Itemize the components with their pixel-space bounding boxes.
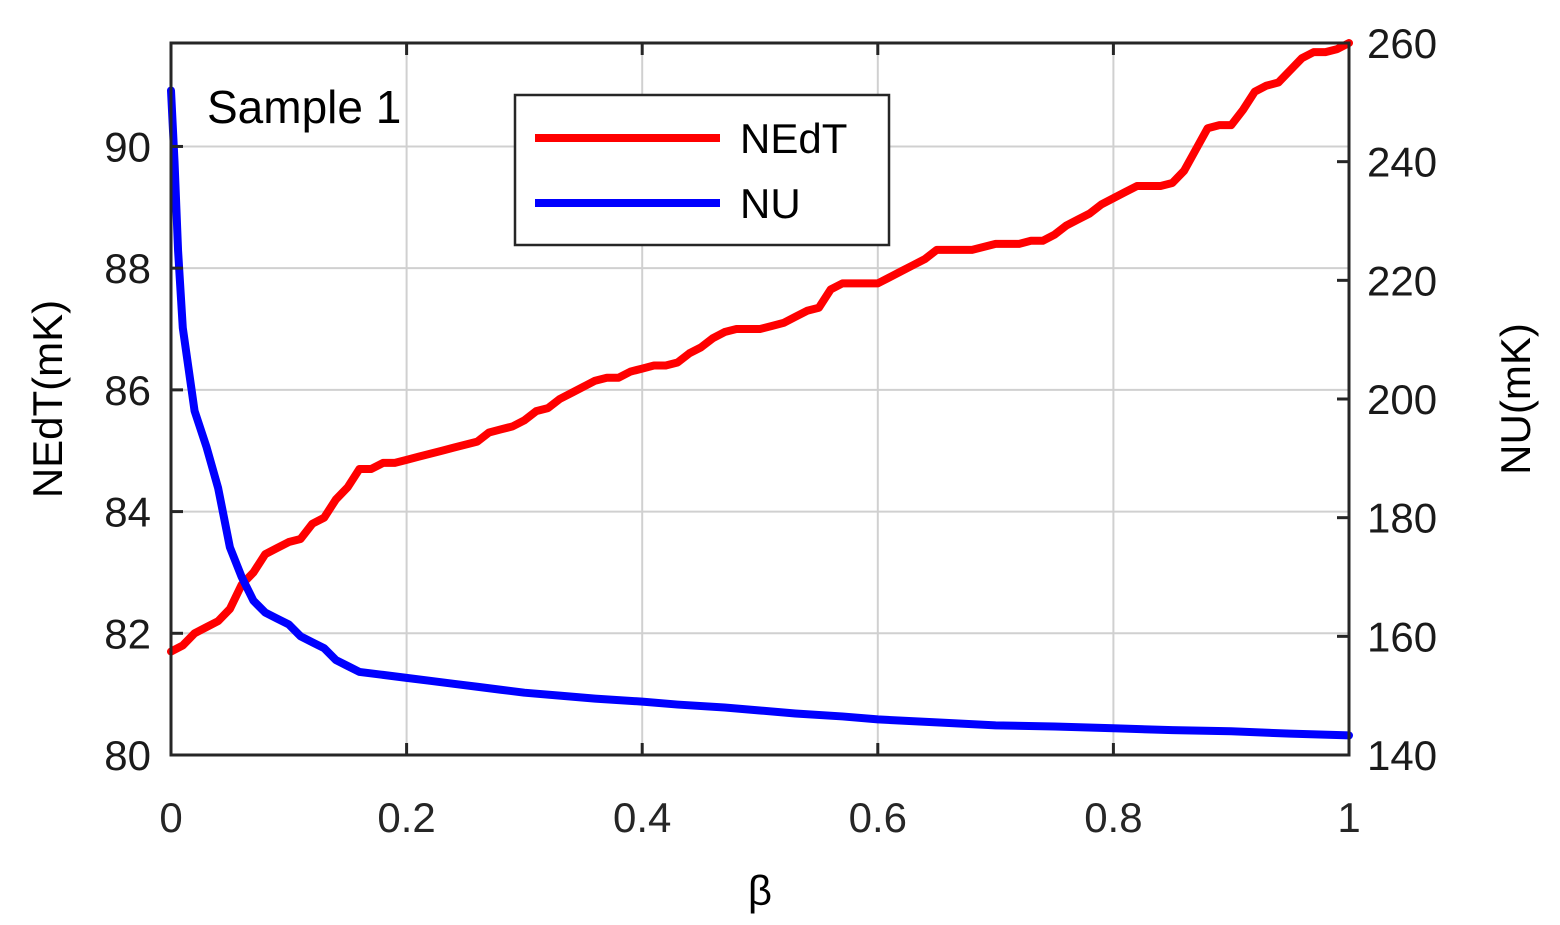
x-tick-label: 0.6 (849, 794, 907, 841)
left-y-tick-label: 86 (104, 367, 151, 414)
axis-ticks: 0 0.2 0.4 0.6 0.8 180828486889014016018020022… (104, 20, 1437, 841)
left-y-tick-label: 88 (104, 245, 151, 292)
left-y-tick-label: 82 (104, 610, 151, 657)
legend-label-nedt: NEdT (740, 115, 847, 162)
x-tick-label: 0 (159, 794, 182, 841)
right-y-tick-label: 220 (1367, 257, 1437, 304)
legend-label-nu: NU (740, 180, 801, 227)
sample-annotation: Sample 1 (207, 81, 401, 133)
right-y-tick-label: 260 (1367, 20, 1437, 67)
series-line-nu (167, 86, 1353, 740)
series-lines (167, 39, 1353, 740)
legend-box (513, 93, 891, 247)
left-y-tick-label: 90 (104, 123, 151, 170)
left-y-tick-label: 84 (104, 489, 151, 536)
right-y-tick-label: 200 (1367, 376, 1437, 423)
x-tick-label: 0.2 (377, 794, 435, 841)
left-y-axis-title: NEdT(mK) (24, 300, 71, 498)
x-tick-label: 0.8 (1084, 794, 1142, 841)
x-tick-label: 1 (1337, 794, 1360, 841)
left-y-tick-label: 80 (104, 732, 151, 779)
x-axis-title: β (748, 867, 772, 914)
grid-lines (171, 43, 1349, 755)
x-tick-label: 0.4 (613, 794, 671, 841)
right-y-tick-label: 180 (1367, 495, 1437, 542)
legend: NEdT NU (513, 93, 891, 247)
right-y-axis-title: NU(mK) (1492, 323, 1539, 475)
right-y-tick-label: 140 (1367, 732, 1437, 779)
series-line-nedt (167, 39, 1353, 656)
right-y-tick-label: 240 (1367, 139, 1437, 186)
right-y-tick-label: 160 (1367, 613, 1437, 660)
